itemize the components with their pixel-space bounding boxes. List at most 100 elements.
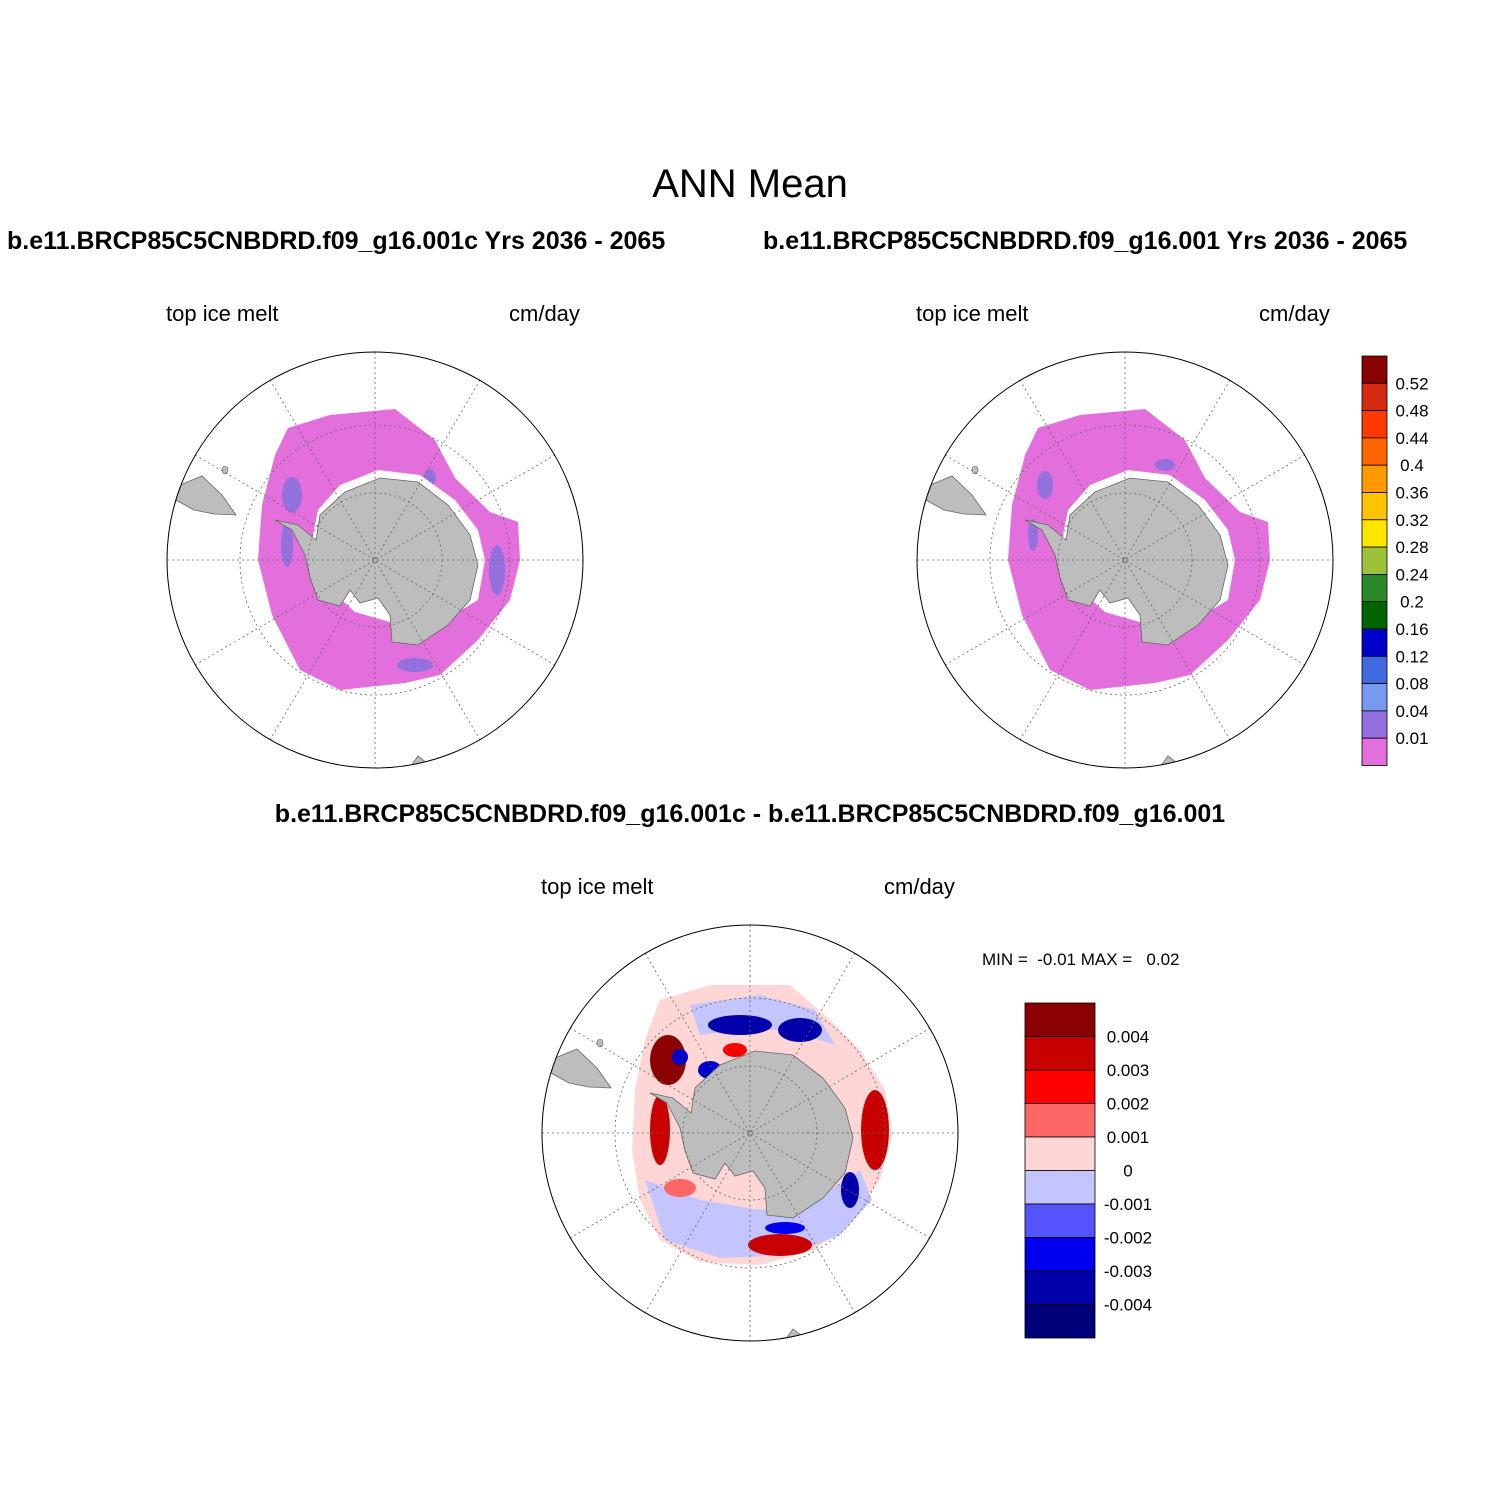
colorbar-absolute-tick-label: 0.04 xyxy=(1395,702,1428,721)
difference-negative-max xyxy=(778,1018,822,1042)
panel-3-variable: top ice melt xyxy=(541,874,654,899)
colorbar-difference-swatch xyxy=(1024,1203,1096,1238)
colorbar-difference-swatch xyxy=(1024,1069,1096,1104)
colorbar-absolute-tick-label: 0.52 xyxy=(1395,374,1428,393)
colorbar-difference-swatch xyxy=(1024,1304,1096,1339)
difference-negative-max xyxy=(672,1049,688,1065)
colorbar-difference-tick-label: -0.002 xyxy=(1104,1228,1152,1247)
colorbar-absolute-tick-label: 0.01 xyxy=(1395,729,1428,748)
colorbar-absolute-swatch xyxy=(1361,710,1388,739)
difference-positive-max xyxy=(650,1095,670,1165)
south-america-landmass xyxy=(925,475,987,516)
panel-2-variable: top ice melt xyxy=(916,301,1029,326)
map-panel-3 xyxy=(541,924,959,1342)
island-landmass xyxy=(221,465,229,475)
colorbar-absolute-swatch xyxy=(1361,492,1388,521)
ice-melt-accent xyxy=(282,477,302,513)
map-panel-1 xyxy=(166,351,584,769)
colorbar-absolute-swatch xyxy=(1361,574,1388,603)
colorbar-difference-swatch xyxy=(1024,1036,1096,1071)
difference-positive-max xyxy=(861,1090,889,1170)
colorbar-difference-swatch xyxy=(1024,1237,1096,1272)
panel-1-variable: top ice melt xyxy=(166,301,279,326)
panel-3-units: cm/day xyxy=(884,874,955,899)
colorbar-absolute: 0.52 0.48 0.44 0.4 0.36 0.32 0.28 0.24 0.2 0.16 0.… xyxy=(1361,355,1429,766)
graticule xyxy=(917,352,1333,768)
ice-melt-accent xyxy=(1028,519,1038,551)
difference-positive-max xyxy=(650,1035,686,1085)
difference-positive xyxy=(664,1179,696,1197)
colorbar-absolute-swatch xyxy=(1361,519,1388,548)
difference-negative xyxy=(765,1222,805,1234)
colorbar-difference-swatch xyxy=(1024,1136,1096,1171)
colorbar-absolute-tick-label: 0.4 xyxy=(1400,456,1424,475)
south-america-landmass xyxy=(175,475,237,516)
ice-melt-accent xyxy=(281,523,293,567)
difference-title: b.e11.BRCP85C5CNBDRD.f09_g16.001c - b.e1… xyxy=(274,800,1226,828)
ice-melt-accent xyxy=(489,545,505,595)
colorbar-difference-swatch xyxy=(1024,1170,1096,1205)
colorbar-difference-tick-label: 0 xyxy=(1123,1161,1132,1180)
colorbar-absolute-swatch xyxy=(1361,437,1388,466)
map-boundary xyxy=(166,351,584,769)
colorbar-absolute-swatch xyxy=(1361,655,1388,684)
graticule xyxy=(167,352,583,768)
colorbar-difference-tick-label: -0.004 xyxy=(1104,1295,1152,1314)
colorbar-absolute-tick-label: 0.48 xyxy=(1395,402,1428,421)
colorbar-absolute-swatch xyxy=(1361,683,1388,712)
colorbar-absolute-tick-label: 0.08 xyxy=(1395,675,1428,694)
colorbar-absolute-swatch xyxy=(1361,628,1388,657)
colorbar-difference-swatch xyxy=(1024,1103,1096,1138)
colorbar-difference-tick-label: -0.001 xyxy=(1104,1195,1152,1214)
colorbar-absolute-swatch xyxy=(1361,546,1388,575)
colorbar-difference-tick-label: -0.003 xyxy=(1104,1262,1152,1281)
colorbar-absolute-swatch xyxy=(1361,737,1388,766)
colorbar-absolute-tick-label: 0.44 xyxy=(1395,429,1428,448)
colorbar-difference-tick-label: 0.002 xyxy=(1107,1094,1150,1113)
panel-1-title: b.e11.BRCP85C5CNBDRD.f09_g16.001c Yrs 20… xyxy=(7,227,666,255)
antarctica-landmass xyxy=(649,1050,854,1219)
ice-melt-accent xyxy=(1037,471,1053,499)
south-america-landmass xyxy=(550,1048,612,1089)
colorbar-absolute-tick-label: 0.2 xyxy=(1400,593,1424,612)
colorbar-absolute-tick-label: 0.16 xyxy=(1395,620,1428,639)
panel-2-title: b.e11.BRCP85C5CNBDRD.f09_g16.001 Yrs 203… xyxy=(763,227,1408,255)
colorbar-absolute-tick-label: 0.36 xyxy=(1395,483,1428,502)
min-max-readout: MIN = -0.01 MAX = 0.02 xyxy=(982,950,1180,969)
colorbar-difference: 0.004 0.003 0.002 0.001 0 -0.001 -0.002 -0.003 -… xyxy=(1024,1002,1152,1339)
colorbar-absolute-swatch xyxy=(1361,601,1388,630)
ice-melt-accent xyxy=(1155,459,1175,471)
colorbar-absolute-swatch xyxy=(1361,382,1388,411)
australia-landmass xyxy=(407,755,429,768)
panel-2-units: cm/day xyxy=(1259,301,1330,326)
colorbar-absolute-tick-label: 0.32 xyxy=(1395,511,1428,530)
difference-negative-band xyxy=(645,1170,872,1258)
difference-positive xyxy=(723,1043,747,1057)
colorbar-difference-swatch xyxy=(1024,1270,1096,1305)
difference-negative-max xyxy=(708,1015,772,1035)
ice-melt-accent xyxy=(397,658,433,672)
map-panel-2 xyxy=(916,351,1334,769)
antarctica-landmass xyxy=(274,477,479,646)
colorbar-absolute-tick-label: 0.12 xyxy=(1395,647,1428,666)
antarctica-landmass xyxy=(1024,477,1229,646)
island-landmass xyxy=(971,465,979,475)
map-boundary xyxy=(916,351,1334,769)
difference-positive-max xyxy=(748,1234,812,1256)
figure-title: ANN Mean xyxy=(652,162,848,206)
colorbar-absolute-tick-label: 0.28 xyxy=(1395,538,1428,557)
colorbar-difference-tick-label: 0.001 xyxy=(1107,1128,1150,1147)
colorbar-absolute-swatch xyxy=(1361,464,1388,493)
colorbar-difference-tick-label: 0.003 xyxy=(1107,1061,1150,1080)
difference-negative-max xyxy=(841,1172,859,1208)
panel-1-units: cm/day xyxy=(509,301,580,326)
australia-landmass xyxy=(1157,755,1179,768)
colorbar-absolute-swatch xyxy=(1361,410,1388,439)
map-boundary xyxy=(541,924,959,1342)
colorbar-absolute-tick-label: 0.24 xyxy=(1395,565,1428,584)
island-landmass xyxy=(596,1038,604,1048)
colorbar-difference-swatch xyxy=(1024,1002,1096,1037)
colorbar-absolute-swatch xyxy=(1361,355,1388,384)
graticule xyxy=(542,925,958,1341)
colorbar-difference-tick-label: 0.004 xyxy=(1107,1027,1150,1046)
